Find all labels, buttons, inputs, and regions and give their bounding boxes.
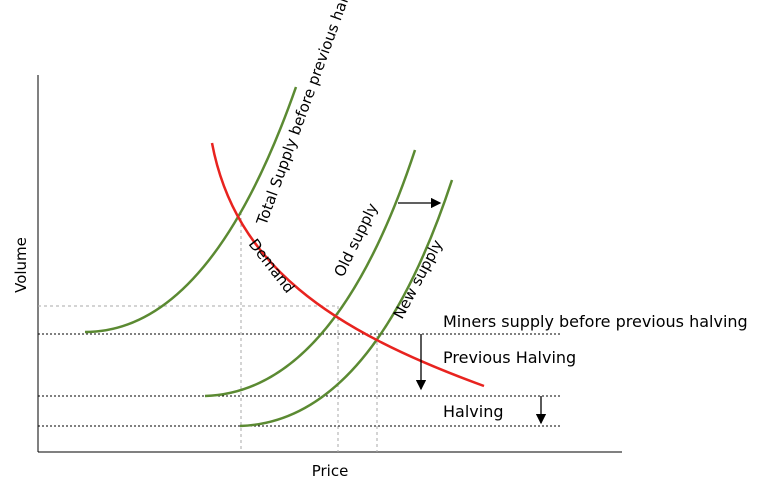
guide-lines xyxy=(38,212,378,452)
arrows xyxy=(398,197,547,425)
annotation: Halving xyxy=(443,402,504,421)
y-axis-label: Volume xyxy=(12,237,30,293)
curve-label: Total Supply before previous halving xyxy=(253,0,363,228)
curve-label: New supply xyxy=(390,237,447,322)
old-supply-curve xyxy=(204,149,417,398)
demand-curve xyxy=(210,142,485,388)
annotation: Previous Halving xyxy=(443,348,576,367)
x-axis-label: Price xyxy=(312,462,349,480)
total-supply-curve xyxy=(84,86,298,334)
curve-label: Old supply xyxy=(330,200,381,280)
curve-label: Demand xyxy=(245,235,298,296)
new-supply-curve xyxy=(239,179,454,428)
annotation: Miners supply before previous halving xyxy=(443,312,748,331)
level-lines xyxy=(38,333,562,427)
